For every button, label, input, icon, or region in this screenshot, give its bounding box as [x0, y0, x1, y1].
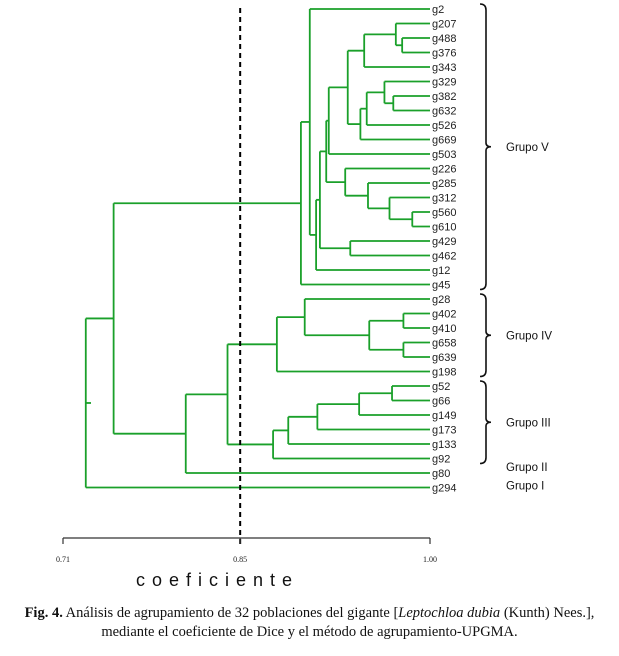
x-axis-title: coeficiente: [136, 570, 299, 590]
leaf-label: g28: [432, 294, 450, 306]
dendrogram-chart: g2 g207 g488 g376 g343 g329 g382 g632 g526 g669 g5…: [56, 3, 552, 590]
leaf-label: g66: [432, 396, 450, 408]
leaf-labels: g2 g207 g488 g376 g343 g329 g382 g632 g526 g669 g5…: [432, 4, 456, 495]
x-axis: 0.71 0.85 1.00: [56, 537, 437, 564]
group-label: Grupo IV: [506, 330, 552, 342]
leaf-label: g639: [432, 352, 456, 364]
leaf-label: g226: [432, 164, 456, 176]
leaf-label: g285: [432, 178, 456, 190]
x-tick-label: 0.71: [56, 555, 70, 564]
group-bracket: [479, 3, 492, 291]
leaf-label: g92: [432, 454, 450, 466]
x-tick-label: 0.85: [233, 555, 247, 564]
group-bracket: [479, 380, 492, 465]
group-brackets: Grupo V Grupo IV Grupo III Grupo II Grupo I: [479, 3, 552, 493]
leaf-label: g669: [432, 135, 456, 147]
leaf-label: g12: [432, 265, 450, 277]
caption-species: Leptochloa dubia: [398, 605, 501, 621]
leaf-label: g488: [432, 33, 456, 45]
group-label: Grupo III: [506, 417, 551, 429]
dendrogram-tree: [84, 8, 430, 489]
figure-caption: Fig. 4. Análisis de agrupamiento de 32 p…: [8, 604, 611, 642]
leaf-label: g429: [432, 236, 456, 248]
group-bracket: [479, 293, 492, 378]
group-label: Grupo V: [506, 142, 549, 154]
leaf-label: g133: [432, 439, 456, 451]
leaf-label: g52: [432, 381, 450, 393]
leaf-label: g610: [432, 222, 456, 234]
group-label: Grupo I: [506, 481, 544, 493]
leaf-label: g294: [432, 483, 456, 495]
leaf-label: g376: [432, 48, 456, 60]
leaf-label: g329: [432, 77, 456, 89]
leaf-label: g343: [432, 62, 456, 74]
leaf-label: g382: [432, 91, 456, 103]
group-label: Grupo II: [506, 462, 548, 474]
leaf-label: g462: [432, 251, 456, 263]
leaf-label: g560: [432, 207, 456, 219]
leaf-label: g658: [432, 338, 456, 350]
leaf-label: g402: [432, 309, 456, 321]
leaf-label: g312: [432, 193, 456, 205]
leaf-label: g410: [432, 323, 456, 335]
leaf-label: g149: [432, 410, 456, 422]
leaf-label: g45: [432, 280, 450, 292]
leaf-label: g198: [432, 367, 456, 379]
caption-fig-label: Fig. 4.: [24, 605, 63, 621]
leaf-label: g173: [432, 425, 456, 437]
caption-text-after: (Kunth) Nees.], mediante el coeficiente …: [101, 605, 595, 640]
leaf-label: g632: [432, 106, 456, 118]
leaf-label: g2: [432, 4, 444, 16]
caption-text-before: Análisis de agrupamiento de 32 poblacion…: [62, 605, 399, 621]
x-tick-label: 1.00: [423, 555, 437, 564]
leaf-label: g207: [432, 19, 456, 31]
leaf-label: g503: [432, 149, 456, 161]
leaf-label: g80: [432, 468, 450, 480]
leaf-label: g526: [432, 120, 456, 132]
